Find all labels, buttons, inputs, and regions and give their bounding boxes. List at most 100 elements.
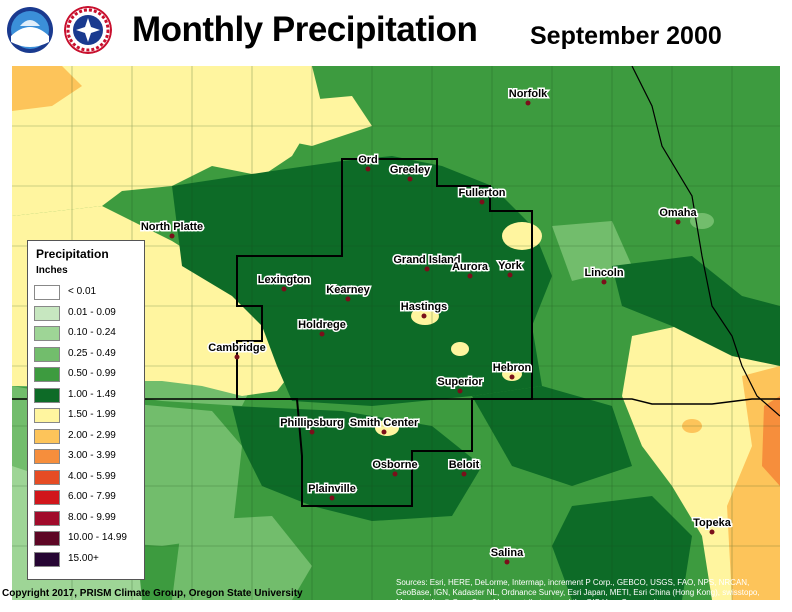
zone-dark-green-se <box>472 386 632 486</box>
legend-label: 4.00 - 5.99 <box>68 470 116 482</box>
legend-swatch <box>34 408 60 423</box>
zone-darkorange-east <box>762 396 780 486</box>
city-dot-icon <box>461 471 467 477</box>
legend-title: Precipitation <box>36 247 109 261</box>
legend-swatch <box>34 305 60 321</box>
map-subtitle: September 2000 <box>530 22 722 50</box>
copyright-text: Copyright 2017, PRISM Climate Group, Ore… <box>2 588 303 599</box>
legend-item: 8.00 - 9.99 <box>34 510 142 528</box>
city-label: Smith Center <box>350 417 419 429</box>
legend-item: 3.00 - 3.99 <box>34 449 142 466</box>
legend-label: 1.50 - 1.99 <box>68 409 116 420</box>
legend-swatch <box>34 490 60 505</box>
city-label: Aurora <box>452 261 489 273</box>
legend-swatch <box>34 326 60 341</box>
city-dot-icon <box>345 296 351 302</box>
legend-swatch <box>34 428 60 444</box>
city-markers: Norfolk Ord Greeley Fullerton Omaha North Pla… <box>139 87 733 565</box>
wfo-boundary <box>236 158 533 507</box>
legend-swatch <box>34 367 60 382</box>
legend-label: 0.10 - 0.24 <box>68 327 116 338</box>
city-dot-icon <box>424 266 430 272</box>
city-dot-icon <box>381 429 387 435</box>
city-ord: Ord <box>357 153 379 172</box>
city-dot-icon <box>169 233 175 239</box>
city-osborne: Osborne <box>371 458 419 477</box>
city-dot-icon <box>675 219 681 225</box>
city-dot-icon <box>407 176 413 182</box>
legend-item: 6.00 - 7.99 <box>34 490 142 507</box>
legend-label: 6.00 - 7.99 <box>68 491 116 502</box>
city-label: Hebron <box>493 362 532 374</box>
city-dot-icon <box>525 100 531 106</box>
legend-label: 10.00 - 14.99 <box>68 532 127 543</box>
city-dot-icon <box>392 471 398 477</box>
city-label: Kearney <box>326 284 370 296</box>
state-border-east <box>631 66 780 417</box>
legend-item: 0.01 - 0.09 <box>34 305 142 323</box>
city-fullerton: Fullerton <box>457 186 507 205</box>
legend-item: < 0.01 <box>34 285 142 302</box>
legend-swatch <box>34 387 60 403</box>
header: Monthly Precipitation September 2000 <box>0 0 792 66</box>
map-title: Monthly Precipitation <box>132 10 478 49</box>
patch-yellow-hebron <box>502 367 522 381</box>
city-north-platte: North Platte <box>139 220 205 239</box>
city-label: Hastings <box>401 301 447 313</box>
city-label: Cambridge <box>208 342 265 354</box>
city-label: Plainville <box>308 483 356 495</box>
city-label: Ord <box>358 154 378 166</box>
city-dot-icon <box>365 166 371 172</box>
city-dot-icon <box>479 199 485 205</box>
zone-dark-green-south <box>232 406 482 521</box>
city-omaha: Omaha <box>658 206 699 225</box>
city-label: Omaha <box>659 207 697 219</box>
city-hebron: Hebron <box>491 361 533 380</box>
legend-item: 0.10 - 0.24 <box>34 326 142 343</box>
legend-item: 1.50 - 1.99 <box>34 408 142 425</box>
city-topeka: Topeka <box>692 516 733 535</box>
legend-item: 10.00 - 14.99 <box>34 531 142 548</box>
legend-label: 8.00 - 9.99 <box>68 511 116 523</box>
city-dot-icon <box>309 429 315 435</box>
legend: Precipitation Inches < 0.01 0.01 - 0.09 0.… <box>27 240 145 580</box>
legend-item: 0.25 - 0.49 <box>34 346 142 364</box>
city-york: York <box>497 259 524 278</box>
city-label: Superior <box>437 376 483 388</box>
city-label: Osborne <box>372 459 417 471</box>
city-dot-icon <box>234 354 240 360</box>
legend-item: 2.00 - 2.99 <box>34 428 142 446</box>
noaa-logo-icon <box>7 7 53 53</box>
city-dot-icon <box>421 313 427 319</box>
city-label: Lincoln <box>584 267 623 279</box>
legend-swatch <box>34 449 60 464</box>
legend-item: 15.00+ <box>34 551 142 569</box>
city-dot-icon <box>329 495 335 501</box>
city-label: Lexington <box>258 274 311 286</box>
legend-label: < 0.01 <box>68 286 97 297</box>
city-beloit: Beloit <box>447 458 481 477</box>
legend-label: 0.25 - 0.49 <box>68 347 116 359</box>
legend-label: 0.01 - 0.09 <box>68 306 116 318</box>
city-greeley: Greeley <box>388 163 433 182</box>
patch-yellow-smith <box>375 420 399 436</box>
legend-swatch <box>34 551 60 567</box>
city-hastings: Hastings <box>399 300 449 319</box>
legend-item: 0.50 - 0.99 <box>34 367 142 384</box>
legend-label: 1.00 - 1.49 <box>68 388 116 400</box>
city-norfolk: Norfolk <box>507 87 550 106</box>
legend-label: 3.00 - 3.99 <box>68 450 116 461</box>
city-kearney: Kearney <box>325 283 372 302</box>
legend-units: Inches <box>36 265 68 276</box>
legend-label: 0.50 - 0.99 <box>68 368 116 379</box>
legend-swatch <box>34 285 60 300</box>
city-phillipsburg: Phillipsburg <box>279 416 345 435</box>
city-label: Grand Island <box>393 254 460 266</box>
legend-label: 15.00+ <box>68 552 99 564</box>
city-lexington: Lexington <box>256 273 312 292</box>
city-dot-icon <box>601 279 607 285</box>
city-label: Topeka <box>693 517 732 529</box>
city-lincoln: Lincoln <box>583 266 625 285</box>
city-plainville: Plainville <box>307 482 357 501</box>
city-dot-icon <box>509 374 515 380</box>
